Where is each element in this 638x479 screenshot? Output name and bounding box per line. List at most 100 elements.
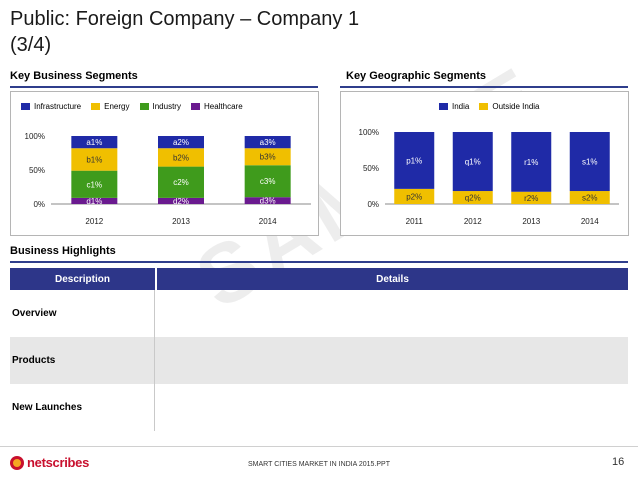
bar-data-label: c2% [173,178,189,187]
bar-data-label: d1% [86,197,102,206]
x-tick-label: 2013 [522,217,540,226]
legend-swatch [21,103,30,110]
y-tick-label: 100% [359,128,379,137]
description-header: Description [10,268,155,290]
legend-swatch [91,103,101,110]
legend-item-infrastructure: Infrastructure [21,102,81,111]
legend-swatch [479,103,489,110]
legend-label: Industry [152,102,181,111]
table-row-details [155,384,628,431]
bar-data-label: a3% [260,138,276,147]
table-row-label: Overview [10,290,155,337]
y-tick-label: 50% [29,166,45,175]
legend-item-energy: Energy [91,102,130,111]
legend-item-industry: Industry [139,102,181,111]
legend-item-india: India [439,102,469,111]
x-tick-label: 2013 [172,217,190,226]
bar-data-label: p1% [406,156,422,165]
x-tick-label: 2012 [464,217,482,226]
x-tick-label: 2014 [581,217,599,226]
table-header-row: Description Details [10,268,628,290]
bar-data-label: d3% [260,197,276,206]
netscribes-logo-icon [10,455,24,470]
bar-data-label: q1% [465,158,481,167]
y-tick-label: 50% [363,164,379,173]
bar-data-label: s2% [582,194,598,203]
table-row-products: Products [10,337,628,384]
table-row-label: Products [10,337,155,384]
table-row-details [155,337,628,384]
legend-item-healthcare: Healthcare [190,102,243,111]
bar-segment-india-2014 [569,132,610,192]
bar-segment-outside-india-2014 [569,191,610,204]
page-title: Public: Foreign Company – Company 1 (3/4… [10,6,570,58]
legend-label: Healthcare [203,102,243,111]
geo-section-title: Key Geographic Segments [346,70,486,82]
y-tick-label: 0% [33,200,45,209]
bar-segment-energy-2013 [158,148,204,167]
page-number: 16 [612,456,625,468]
segments-section-title: Key Business Segments [10,70,138,82]
bar-data-label: b2% [173,153,189,162]
table-row-new-launches: New Launches [10,384,628,431]
bar-segment-industry-2013 [158,166,204,198]
y-tick-label: 100% [25,132,45,141]
netscribes-logo: netscribes [10,455,89,470]
highlights-section-title: Business Highlights [10,245,116,257]
bar-segment-outside-india-2011 [394,188,435,204]
bar-data-label: b3% [260,153,276,162]
legend-label: Infrastructure [34,102,82,111]
bar-segment-industry-2014 [244,165,291,198]
legend-label: India [452,102,470,111]
table-row-overview: Overview [10,290,628,337]
footer-document-name: SMART CITIES MARKET IN INDIA 2015.PPT [248,461,390,468]
bar-data-label: s1% [582,158,598,167]
bar-data-label: d2% [173,197,189,206]
bar-data-label: r2% [524,194,538,203]
legend-label: Energy [104,102,130,111]
legend-swatch [139,103,149,110]
bar-segment-energy-2014 [244,148,291,166]
bar-segment-infrastructure-2012 [71,136,118,149]
bar-segment-healthcare-2013 [158,197,204,204]
netscribes-logo-text: netscribes [27,455,90,470]
geo-section-rule [340,86,628,88]
table-row-details [155,290,628,337]
footer-rule [0,446,638,447]
bar-segment-infrastructure-2014 [244,136,291,149]
bar-segment-india-2013 [511,132,552,192]
segments-section-rule [10,86,318,88]
legend-label: Outside India [492,102,540,111]
geographic-segments-legend: India Outside India [439,102,540,111]
details-header: Details [157,268,628,290]
bar-segment-energy-2012 [71,148,118,171]
page-title-line-2: (3/4) [10,34,52,56]
bar-segment-outside-india-2013 [511,191,552,204]
bar-data-label: p2% [406,192,422,201]
bar-segment-infrastructure-2013 [158,136,204,149]
business-highlights-table: Description Details Overview Products Ne… [10,268,628,431]
legend-item-outside-india: Outside India [479,102,540,111]
bar-data-label: b1% [86,155,102,164]
geographic-segments-chart: 0% 50% 100% p2% p1% 2011 q2% q1% 2012 r2% r1% 2013 s… [359,128,619,226]
bar-segment-industry-2012 [71,170,118,198]
bar-data-label: a1% [86,138,102,147]
bar-segment-india-2012 [452,132,493,192]
business-segments-legend: Infrastructure Energy Industry Healthcare [21,102,243,111]
bar-segment-india-2011 [394,132,435,189]
bar-data-label: q2% [465,194,481,203]
highlights-section-rule [10,261,628,263]
geographic-segments-chart-box: India Outside India 0% 50% 100% p2% p1% 2011 q2… [340,91,629,236]
x-tick-label: 2014 [259,217,277,226]
bar-data-label: c1% [87,180,103,189]
legend-swatch [439,103,448,110]
bar-data-label: c3% [260,177,276,186]
bar-data-label: r1% [524,158,538,167]
bar-segment-healthcare-2014 [244,197,291,204]
business-segments-chart: 0% 50% 100% d1% c1% b1% a1% 2012 d2% c2% b2% a2% 201… [25,132,311,226]
y-tick-label: 0% [367,200,379,209]
page-title-line-1: Public: Foreign Company – Company 1 [10,8,360,30]
bar-segment-outside-india-2012 [452,191,493,204]
bar-data-label: a2% [173,138,189,147]
business-segments-chart-box: Infrastructure Energy Industry Healthcare 0… [10,91,319,236]
